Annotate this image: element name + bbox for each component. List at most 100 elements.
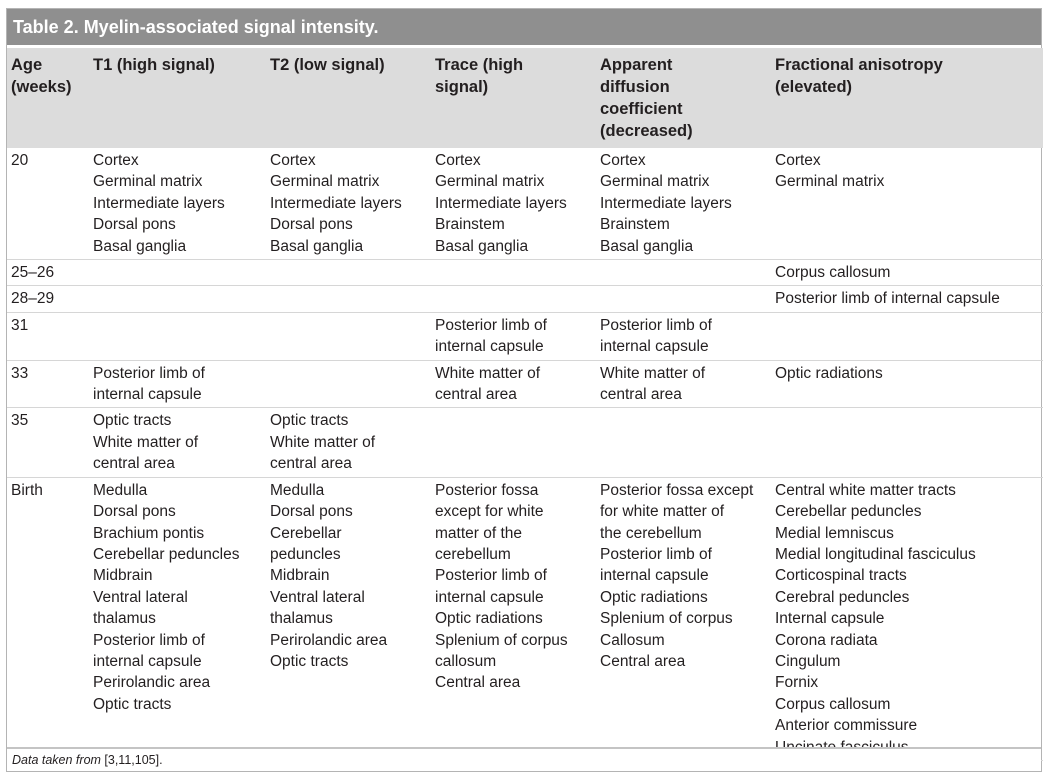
table-cell: Cortex Germinal matrix Intermediate layers… (596, 148, 771, 261)
cell-line: Dorsal pons (270, 216, 353, 234)
cell-line: Posterior fossa except (600, 481, 754, 499)
cell-line: Optic tracts (270, 652, 349, 670)
cell-line: central area (435, 386, 517, 404)
cell-line: Perirolandic area (270, 631, 388, 649)
cell-line: Central area (435, 674, 521, 692)
cell-line: Optic radiations (435, 610, 543, 628)
column-header-line: diffusion (600, 78, 670, 96)
table-cell (596, 407, 771, 478)
column-header: Fractional anisotropy (elevated) (771, 48, 1043, 148)
cell-line: Cortex (270, 152, 316, 169)
cell-line: Corona radiata (775, 631, 878, 649)
table-row: 25–26 Corpus callosum (7, 259, 1043, 287)
cell-line: Ventral lateral (93, 588, 188, 606)
age-cell: 20 (7, 148, 89, 261)
table-cell: Cortex Germinal matrix Intermediate layers… (266, 148, 431, 261)
age-cell: 35 (7, 407, 89, 478)
table-cell (266, 360, 431, 409)
cell-line: Dorsal pons (93, 503, 176, 521)
age-cell: 28–29 (7, 285, 89, 313)
cell-line: Posterior limb of (435, 316, 547, 334)
cell-line: Ventral lateral (270, 588, 365, 606)
footnote-refs: [3,11,105]. (100, 753, 163, 767)
cell-line: Intermediate layers (270, 194, 402, 212)
cell-line: Corticospinal tracts (775, 567, 907, 585)
footnote-prefix: Data taken from (12, 753, 101, 767)
cell-line: Anterior commissure (775, 717, 918, 735)
cell-line: Cerebellar peduncles (775, 503, 922, 521)
column-header-line: signal) (435, 78, 489, 96)
cell-line: central area (270, 455, 352, 473)
cell-line: Internal capsule (775, 610, 885, 628)
table-cell (596, 259, 771, 287)
column-header: T1 (high signal) (89, 48, 266, 148)
cell-line: Cortex (93, 152, 139, 169)
signal-intensity-table: Age (weeks) T1 (high signal) T2 (low signal… (7, 48, 1043, 761)
cell-line: Cortex (600, 152, 646, 169)
table-cell (431, 407, 596, 478)
cell-line: callosum (435, 652, 497, 670)
table-row: 28–29 Posterior limb of internal capsule (7, 285, 1043, 313)
table-footnote: Data taken from [3,11,105]. (7, 747, 1041, 771)
cell-line: Basal ganglia (93, 237, 187, 255)
cell-line: Cingulum (775, 652, 841, 670)
cell-line: Dorsal pons (93, 216, 176, 234)
cell-line: Central white matter tracts (775, 481, 956, 499)
cell-line: Posterior limb of (600, 545, 712, 563)
cell-line: Posterior limb of internal capsule (775, 290, 1000, 308)
table-cell (89, 285, 266, 313)
column-header-line: Trace (high (435, 56, 524, 74)
table-cell: Cortex Germinal matrix (771, 148, 1043, 261)
cell-line: Callosum (600, 631, 665, 649)
cell-line: Optic radiations (775, 364, 883, 382)
cell-line: Intermediate layers (93, 194, 225, 212)
column-header-line: Fractional anisotropy (775, 56, 943, 74)
cell-line: Brachium pontis (93, 524, 205, 542)
table-cell: White matter of central area (431, 360, 596, 409)
cell-line: White matter of (435, 364, 541, 382)
table-cell (89, 312, 266, 361)
table-cell: Posterior fossa except for white matter of… (431, 477, 596, 761)
age-cell: 25–26 (7, 259, 89, 287)
cell-line: Basal ganglia (435, 237, 529, 255)
cell-line: except for white (435, 503, 544, 521)
table-row: Birth Medulla Dorsal pons Brachium pontis Ce… (7, 477, 1043, 761)
cell-line: Medulla (270, 481, 325, 499)
cell-line: Germinal matrix (435, 173, 545, 191)
table-cell: Posterior limb of internal capsule (431, 312, 596, 361)
age-cell: Birth (7, 477, 89, 761)
cell-line: Splenium of corpus (600, 610, 733, 628)
cell-line: Splenium of corpus (435, 631, 568, 649)
column-header: Age (weeks) (7, 48, 89, 148)
table-cell: Posterior limb of internal capsule (89, 360, 266, 409)
cell-line: Germinal matrix (93, 173, 203, 191)
age-cell: 33 (7, 360, 89, 409)
table-frame: Table 2. Myelin-associated signal intens… (6, 8, 1043, 772)
cell-line: Posterior fossa (435, 481, 539, 499)
column-header-line: (elevated) (775, 78, 853, 96)
cell-line: Basal ganglia (600, 237, 694, 255)
cell-line: thalamus (93, 610, 156, 628)
cell-line: internal capsule (600, 338, 709, 356)
cell-line: White matter of (600, 364, 706, 382)
table-cell (771, 407, 1043, 478)
cell-line: internal capsule (93, 386, 202, 404)
cell-line: thalamus (270, 610, 333, 628)
cell-line: White matter of (93, 433, 199, 451)
cell-line: Intermediate layers (600, 194, 732, 212)
column-header-line: Age (11, 56, 43, 74)
cell-line: Corpus callosum (775, 264, 891, 282)
table-cell (431, 285, 596, 313)
table-cell (431, 259, 596, 287)
table-cell (89, 259, 266, 287)
table-cell: White matter of central area (596, 360, 771, 409)
cell-line: Corpus callosum (775, 695, 891, 713)
cell-line: Medial longitudinal fasciculus (775, 545, 976, 563)
cell-line: Fornix (775, 674, 819, 692)
cell-line: cerebellum (435, 545, 511, 563)
cell-line: Posterior limb of (93, 631, 205, 649)
cell-line: the cerebellum (600, 524, 702, 542)
cell-line: internal capsule (435, 338, 544, 356)
cell-line: Cortex (775, 152, 821, 169)
cell-line: Medulla (93, 481, 148, 499)
